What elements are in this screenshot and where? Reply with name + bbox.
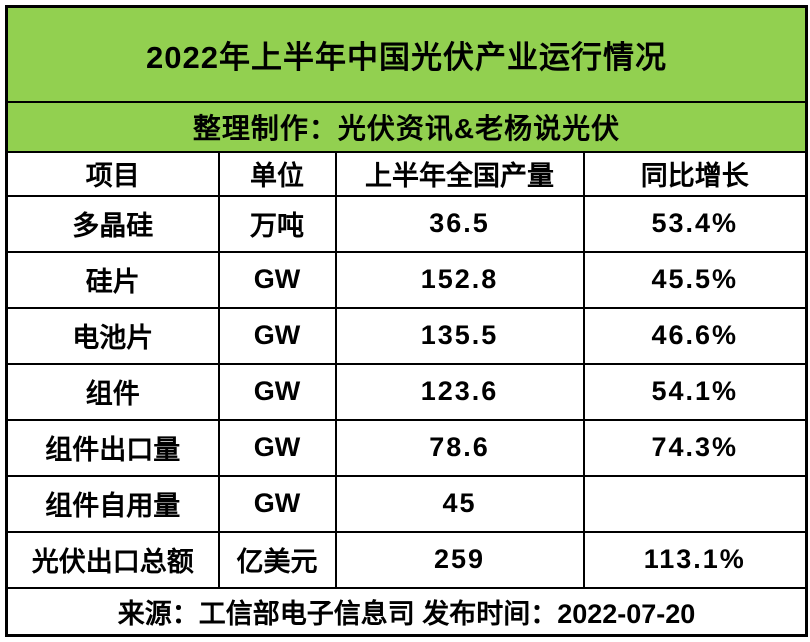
cell-growth: 53.4% <box>582 194 808 253</box>
cell-output: 135.5 <box>334 306 585 365</box>
cell-unit: GW <box>217 250 337 309</box>
table-row: 组件出口量 GW 78.6 74.3% <box>5 418 808 477</box>
cell-unit: 亿美元 <box>217 530 337 589</box>
cell-output: 259 <box>334 530 585 589</box>
cell-item: 组件出口量 <box>5 418 220 477</box>
table-row: 组件 GW 123.6 54.1% <box>5 362 808 421</box>
title-row: 2022年上半年中国光伏产业运行情况 <box>5 5 808 103</box>
table-row: 组件自用量 GW 45 <box>5 474 808 533</box>
table-footer: 来源：工信部电子信息司 发布时间：2022-07-20 <box>5 586 808 637</box>
cell-growth: 45.5% <box>582 250 808 309</box>
cell-unit: GW <box>217 474 337 533</box>
footer-row: 来源：工信部电子信息司 发布时间：2022-07-20 <box>5 586 808 637</box>
cell-output: 78.6 <box>334 418 585 477</box>
pv-industry-table: 2022年上半年中国光伏产业运行情况 整理制作：光伏资讯&老杨说光伏 项目 单位… <box>5 5 809 637</box>
cell-item: 光伏出口总额 <box>5 530 220 589</box>
table-row: 电池片 GW 135.5 46.6% <box>5 306 808 365</box>
cell-unit: 万吨 <box>217 194 337 253</box>
cell-unit: GW <box>217 306 337 365</box>
cell-output: 123.6 <box>334 362 585 421</box>
cell-growth <box>582 474 808 533</box>
table-row: 多晶硅 万吨 36.5 53.4% <box>5 194 808 253</box>
cell-growth: 74.3% <box>582 418 808 477</box>
cell-output: 152.8 <box>334 250 585 309</box>
cell-unit: GW <box>217 418 337 477</box>
column-header-unit: 单位 <box>217 150 337 197</box>
column-header-output: 上半年全国产量 <box>334 150 585 197</box>
cell-output: 45 <box>334 474 585 533</box>
cell-item: 硅片 <box>5 250 220 309</box>
cell-item: 组件 <box>5 362 220 421</box>
table-title: 2022年上半年中国光伏产业运行情况 <box>5 5 808 103</box>
column-header-item: 项目 <box>5 150 220 197</box>
cell-item: 多晶硅 <box>5 194 220 253</box>
cell-growth: 113.1% <box>582 530 808 589</box>
cell-growth: 54.1% <box>582 362 808 421</box>
subtitle-row: 整理制作：光伏资讯&老杨说光伏 <box>5 100 808 153</box>
table-row: 光伏出口总额 亿美元 259 113.1% <box>5 530 808 589</box>
table-row: 硅片 GW 152.8 45.5% <box>5 250 808 309</box>
cell-unit: GW <box>217 362 337 421</box>
column-header-growth: 同比增长 <box>582 150 808 197</box>
cell-item: 组件自用量 <box>5 474 220 533</box>
header-row: 项目 单位 上半年全国产量 同比增长 <box>5 150 808 197</box>
cell-growth: 46.6% <box>582 306 808 365</box>
cell-item: 电池片 <box>5 306 220 365</box>
cell-output: 36.5 <box>334 194 585 253</box>
table-subtitle: 整理制作：光伏资讯&老杨说光伏 <box>5 100 808 153</box>
